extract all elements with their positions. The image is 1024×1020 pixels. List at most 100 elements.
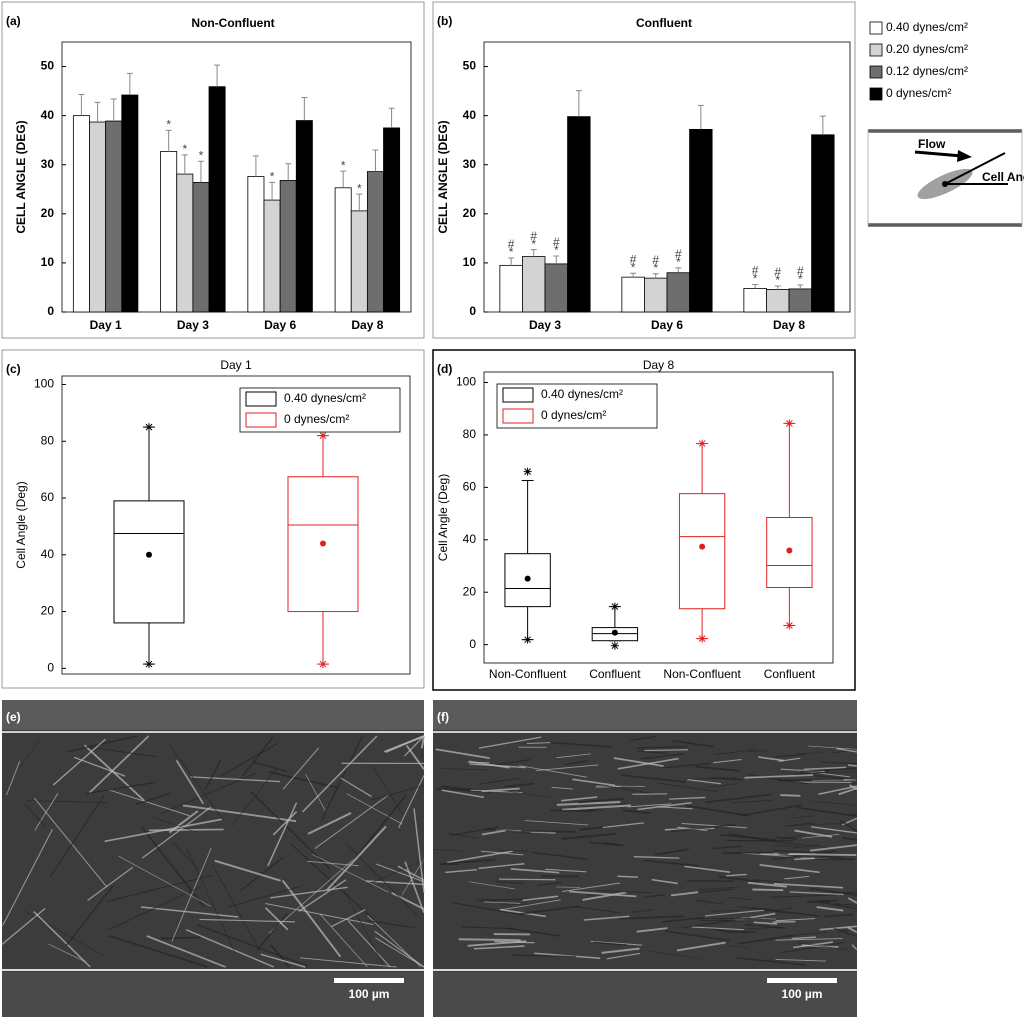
cell-streak [753, 921, 778, 925]
cell-streak [786, 822, 853, 827]
cell-streak [171, 847, 212, 942]
y-tick-label: 0 [469, 304, 476, 318]
cell-streak [391, 892, 425, 910]
cell-streak [810, 826, 858, 834]
cell-streak [787, 853, 816, 855]
cell-streak [440, 768, 489, 771]
scale-bar-label: 100 µm [349, 987, 390, 1001]
y-tick-label: 40 [463, 532, 477, 546]
error-bar [819, 115, 826, 135]
mean-point [699, 543, 706, 550]
y-tick-label: 20 [41, 604, 55, 618]
cell-streak [26, 800, 108, 803]
bar [350, 210, 368, 313]
cell-streak [589, 841, 622, 847]
significance-mark: * [753, 272, 758, 286]
cell-streak [366, 880, 425, 886]
cell-streak [467, 940, 527, 947]
plot-area [61, 41, 412, 313]
error-bar [752, 284, 759, 289]
y-tick-label: 60 [463, 480, 477, 494]
cell-streak [773, 845, 798, 847]
y-tick-label: 40 [41, 108, 55, 122]
error-bar [252, 155, 259, 177]
error-bar [388, 107, 395, 128]
y-tick-label: 40 [463, 108, 477, 122]
legend-swatch [502, 387, 534, 403]
cell-streak [726, 944, 748, 949]
cell-streak [521, 829, 577, 833]
cell-streak [108, 934, 208, 968]
cell-streak [606, 952, 641, 960]
bar [72, 115, 90, 313]
cell-streak [480, 850, 524, 856]
y-tick-label: 60 [41, 490, 55, 504]
chart-title: Day 1 [220, 358, 252, 372]
bar [366, 171, 384, 313]
flow-arrow [914, 150, 963, 158]
cell-streak [331, 909, 366, 928]
significance-mark: # [675, 247, 682, 261]
cell-streak [644, 749, 688, 752]
error-bar [285, 163, 292, 181]
cell-streak [753, 879, 784, 883]
cell-streak [823, 913, 853, 918]
cell-streak [632, 909, 653, 913]
flow-diagram: Flow Cell Angle [867, 129, 1024, 227]
cell-streak [545, 868, 587, 873]
bar [689, 128, 713, 313]
x-tick-label: Day 8 [773, 318, 805, 332]
legend-label: 0 dynes/cm² [541, 408, 606, 422]
cell-center [942, 181, 948, 187]
cell-streak [676, 941, 726, 952]
cell-streak [87, 866, 134, 901]
y-tick-label: 20 [463, 206, 477, 220]
cell-streak [420, 735, 425, 749]
cell-streak [537, 881, 562, 887]
scale-bar [334, 978, 404, 983]
cell-streak [819, 925, 858, 931]
cell-streak [831, 748, 858, 754]
bar [788, 288, 812, 313]
error-bar [675, 267, 682, 273]
cell-streak [182, 804, 297, 823]
error-bar [110, 98, 117, 122]
cell-streak [617, 875, 638, 878]
cell-streak [789, 891, 844, 896]
cell-streak [311, 853, 389, 893]
micrograph [433, 700, 858, 1017]
cell-streak [441, 789, 485, 799]
cell-streak [413, 808, 425, 893]
cell-streak [651, 878, 678, 885]
bar [766, 289, 790, 313]
cell-streak [619, 915, 684, 920]
cell-streak [478, 862, 525, 870]
cell-streak [582, 891, 627, 901]
cell-streak [65, 885, 114, 946]
cell-streak [654, 848, 689, 856]
mean-point [611, 629, 618, 636]
x-tick-label: Day 1 [90, 318, 122, 332]
legend-swatch [869, 65, 883, 79]
extreme-marker [145, 423, 153, 432]
cell-streak [519, 905, 580, 915]
extreme-marker [785, 621, 794, 630]
panel-frame [1, 349, 425, 689]
cell-streak [583, 915, 630, 921]
error-bar [530, 249, 537, 257]
chart-title: Day 8 [643, 358, 675, 372]
cell-streak [524, 820, 589, 826]
bar [499, 264, 523, 313]
x-tick-label: Non-Confluent [663, 667, 741, 681]
cell-streak [17, 739, 40, 771]
cell-streak [228, 885, 303, 908]
cell-streak [748, 750, 769, 753]
cell-streak [118, 855, 212, 907]
cell-streak [550, 809, 594, 813]
cell-streak [796, 806, 858, 818]
mean-point [524, 575, 531, 582]
significance-mark: * [775, 273, 780, 287]
cell-streak [340, 777, 372, 798]
bar [105, 120, 123, 313]
cell-streak [214, 859, 281, 882]
